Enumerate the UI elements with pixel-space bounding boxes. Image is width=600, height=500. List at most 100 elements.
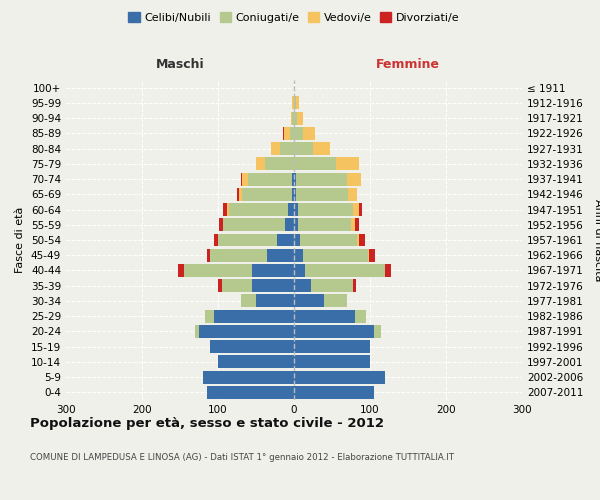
Bar [294,218,298,231]
Bar [248,172,292,186]
Bar [280,142,294,155]
Bar [252,264,294,277]
Bar [359,234,365,246]
Bar [294,127,303,140]
Bar [178,264,184,277]
Bar [353,279,356,292]
Bar [294,142,313,155]
Bar [214,310,294,322]
Bar [294,370,385,384]
Bar [359,203,362,216]
Bar [348,188,357,201]
Bar [374,325,382,338]
Bar [294,172,296,186]
Bar [214,234,218,246]
Text: Femmine: Femmine [376,58,440,71]
Bar [294,356,370,368]
Bar [294,386,374,399]
Bar [294,234,300,246]
Bar [206,386,294,399]
Bar [292,112,294,124]
Text: COMUNE DI LAMPEDUSA E LINOSA (AG) - Dati ISTAT 1° gennaio 2012 - Elaborazione TU: COMUNE DI LAMPEDUSA E LINOSA (AG) - Dati… [30,452,454,462]
Bar [294,279,311,292]
Bar [184,264,252,277]
Bar [313,142,330,155]
Bar [300,234,357,246]
Bar [305,264,385,277]
Bar [347,172,361,186]
Bar [296,188,348,201]
Bar [294,188,296,201]
Bar [292,96,294,110]
Bar [294,96,296,110]
Bar [351,218,355,231]
Bar [199,325,294,338]
Y-axis label: Anni di nascita: Anni di nascita [593,198,600,281]
Bar [311,279,353,292]
Bar [222,279,252,292]
Bar [219,218,223,231]
Bar [292,172,294,186]
Bar [211,249,268,262]
Bar [369,249,376,262]
Bar [218,234,277,246]
Bar [298,218,351,231]
Bar [227,203,229,216]
Bar [218,279,222,292]
Bar [206,249,211,262]
Legend: Celibi/Nubili, Coniugati/e, Vedovi/e, Divorziati/e: Celibi/Nubili, Coniugati/e, Vedovi/e, Di… [124,8,464,28]
Bar [325,294,347,308]
Bar [292,188,294,201]
Bar [294,264,305,277]
Bar [355,310,366,322]
Bar [294,203,298,216]
Bar [229,203,288,216]
Bar [256,158,265,170]
Text: Popolazione per età, sesso e stato civile - 2012: Popolazione per età, sesso e stato civil… [30,418,384,430]
Bar [353,203,359,216]
Bar [368,249,369,262]
Bar [205,310,214,322]
Bar [285,218,294,231]
Bar [203,370,294,384]
Bar [211,340,294,353]
Bar [294,340,370,353]
Bar [291,112,292,124]
Bar [296,96,299,110]
Bar [239,188,242,201]
Bar [242,188,292,201]
Bar [284,127,290,140]
Bar [283,127,284,140]
Bar [336,158,359,170]
Bar [385,264,391,277]
Bar [268,249,294,262]
Bar [223,203,227,216]
Bar [294,249,303,262]
Bar [277,234,294,246]
Bar [298,203,353,216]
Bar [237,188,239,201]
Bar [294,325,374,338]
Bar [290,127,294,140]
Bar [195,325,199,338]
Bar [223,218,285,231]
Bar [294,294,325,308]
Bar [256,294,294,308]
Text: Maschi: Maschi [155,58,205,71]
Bar [357,234,359,246]
Bar [252,279,294,292]
Bar [294,310,355,322]
Bar [242,172,248,186]
Bar [294,158,336,170]
Bar [271,142,280,155]
Bar [303,127,314,140]
Bar [296,172,347,186]
Bar [303,249,368,262]
Bar [241,172,242,186]
Bar [294,112,297,124]
Bar [218,356,294,368]
Bar [265,158,294,170]
Bar [241,294,256,308]
Bar [355,218,359,231]
Bar [288,203,294,216]
